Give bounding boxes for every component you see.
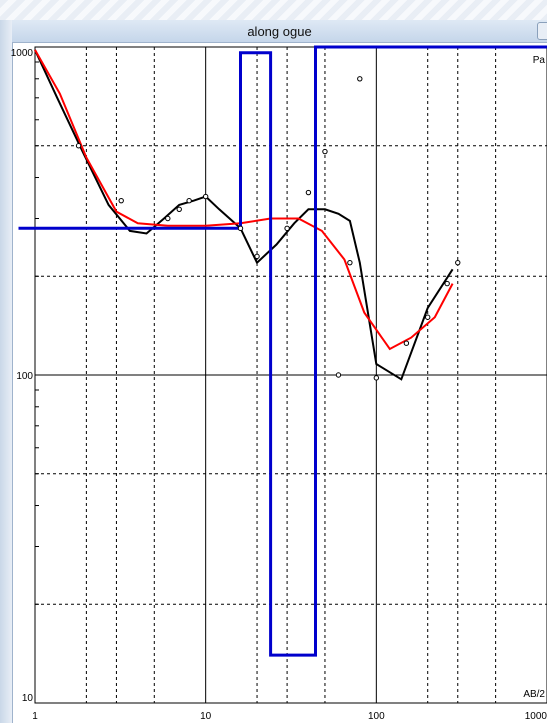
data-point-marker (455, 259, 461, 266)
x-tick-label: 1000 (525, 711, 547, 722)
x-tick-label: 100 (368, 711, 385, 722)
y-tick-label: 10 (22, 693, 34, 704)
data-point-marker (305, 189, 312, 196)
window-top-strip (0, 0, 547, 20)
data-point-marker (165, 215, 171, 222)
data-point-marker (335, 372, 342, 378)
data-point-marker (322, 148, 328, 155)
window-titlebar[interactable]: along ogue (12, 20, 547, 43)
x-tick-label: 1 (32, 711, 38, 722)
corner-label-top: Pa (533, 55, 546, 66)
data-point-marker (357, 76, 363, 82)
data-point-marker (425, 314, 431, 320)
window-control-button[interactable] (537, 22, 547, 40)
y-tick-label: 100 (16, 371, 33, 382)
data-point-marker (202, 193, 209, 200)
corner-label-bottom: AB/2 (523, 689, 545, 700)
x-tick-label: 10 (200, 711, 212, 722)
y-tick-label: 1000 (11, 48, 34, 59)
data-point-marker (284, 225, 290, 232)
window-title: along ogue (247, 23, 312, 39)
data-point-marker (75, 143, 82, 149)
data-point-marker (176, 206, 182, 213)
data-point-marker (237, 225, 244, 232)
data-point-marker (347, 259, 353, 266)
observed-curve-line (34, 49, 454, 381)
data-point-marker (186, 197, 192, 204)
model-step-line (18, 45, 547, 657)
data-point-marker (373, 375, 380, 381)
data-point-marker (444, 280, 450, 287)
window-left-border (0, 20, 13, 723)
data-point-marker (118, 197, 124, 204)
data-point-marker (403, 340, 410, 346)
data-point-marker (254, 253, 260, 260)
